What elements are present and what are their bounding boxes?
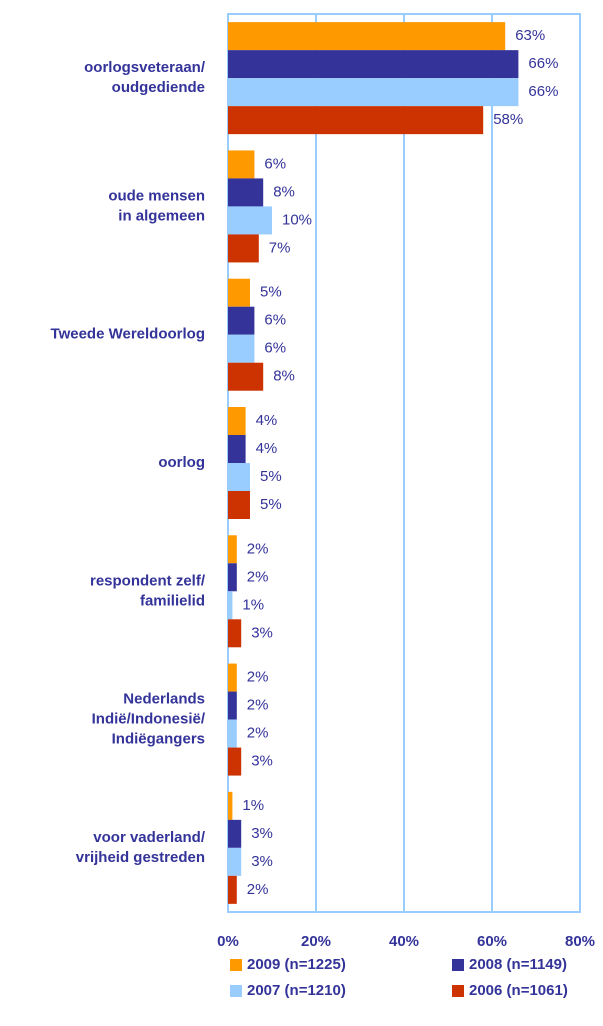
value-label: 58% — [493, 111, 523, 128]
category-label: respondent zelf/familielid — [90, 572, 206, 609]
legend-swatch — [452, 959, 464, 971]
x-tick-label: 40% — [389, 933, 419, 950]
bar — [228, 178, 264, 207]
bar — [228, 435, 246, 463]
value-label: 1% — [242, 797, 264, 814]
category-label-line: voor vaderland/ — [93, 829, 206, 846]
bar — [228, 306, 255, 335]
category-label-line: Nederlands — [123, 691, 205, 708]
bar — [228, 875, 237, 904]
category-label: oorlogsveteraan/oudgediende — [84, 59, 206, 96]
bar — [228, 591, 233, 620]
bar — [228, 78, 519, 107]
value-label: 66% — [528, 55, 558, 72]
value-label: 2% — [247, 669, 269, 686]
category-label-line: vrijheid gestreden — [76, 849, 205, 866]
bar — [228, 150, 255, 179]
value-label: 2% — [247, 881, 269, 898]
category-label-line: respondent zelf/ — [90, 572, 206, 589]
bar — [228, 407, 246, 435]
bar — [228, 491, 250, 519]
bar — [228, 50, 519, 79]
value-label: 6% — [264, 340, 286, 357]
value-label: 3% — [251, 624, 273, 641]
bar — [228, 362, 264, 391]
bar — [228, 663, 237, 692]
bar — [228, 819, 242, 848]
value-label: 6% — [264, 312, 286, 329]
value-label: 8% — [273, 183, 295, 200]
legend-label: 2009 (n=1225) — [247, 956, 346, 973]
x-tick-label: 0% — [217, 933, 239, 950]
value-label: 1% — [242, 596, 264, 613]
category-label: voor vaderland/vrijheid gestreden — [76, 829, 206, 866]
value-label: 2% — [247, 540, 269, 557]
bar — [228, 206, 272, 235]
legend-swatch — [230, 959, 242, 971]
legend-label: 2007 (n=1210) — [247, 982, 346, 999]
bar — [228, 791, 233, 820]
category-label-line: Indiëgangers — [112, 731, 205, 748]
value-label: 3% — [251, 825, 273, 842]
bar — [228, 234, 259, 263]
value-label: 2% — [247, 697, 269, 714]
value-label: 3% — [251, 753, 273, 770]
bar — [228, 22, 506, 51]
category-label: oude mensen in algemeen — [108, 187, 205, 224]
x-tick-label: 80% — [565, 933, 595, 950]
bar — [228, 334, 255, 363]
value-label: 7% — [269, 239, 291, 256]
bar — [228, 278, 250, 307]
value-label: 10% — [282, 211, 312, 228]
bar — [228, 619, 242, 648]
value-label: 63% — [515, 27, 545, 44]
category-label: Tweede Wereldoorlog — [51, 326, 205, 343]
category-label-line: Tweede Wereldoorlog — [51, 326, 205, 343]
value-label: 4% — [256, 440, 278, 457]
category-label-line: oudgediende — [112, 79, 205, 96]
category-label-line: oorlog — [158, 454, 205, 471]
value-label: 5% — [260, 468, 282, 485]
x-tick-label: 60% — [477, 933, 507, 950]
category-label-line: familielid — [140, 592, 205, 609]
bar — [228, 747, 242, 776]
bar — [228, 106, 484, 135]
value-label: 5% — [260, 496, 282, 513]
value-label: 3% — [251, 853, 273, 870]
value-label: 5% — [260, 284, 282, 301]
category-label-line: in algemeen — [118, 207, 205, 224]
legend-label: 2008 (n=1149) — [469, 956, 567, 973]
bar — [228, 847, 242, 876]
bar — [228, 563, 237, 592]
category-label-line: oude mensen — [108, 187, 205, 204]
bar — [228, 691, 237, 720]
bar — [228, 463, 250, 491]
value-label: 6% — [264, 155, 286, 172]
value-label: 66% — [528, 83, 558, 100]
value-label: 2% — [247, 568, 269, 585]
legend-swatch — [230, 985, 242, 997]
value-label: 4% — [256, 412, 278, 429]
bar — [228, 719, 237, 748]
x-tick-label: 20% — [301, 933, 331, 950]
legend-label: 2006 (n=1061) — [469, 982, 568, 999]
category-label: oorlog — [158, 454, 205, 471]
legend-swatch — [452, 985, 464, 997]
value-label: 8% — [273, 368, 295, 385]
category-label-line: Indië/Indonesië/ — [92, 711, 206, 728]
category-label-line: oorlogsveteraan/ — [84, 59, 206, 76]
category-label: Nederlands Indië/Indonesië/Indiëgangers — [92, 691, 206, 748]
bar — [228, 535, 237, 564]
value-label: 2% — [247, 725, 269, 742]
